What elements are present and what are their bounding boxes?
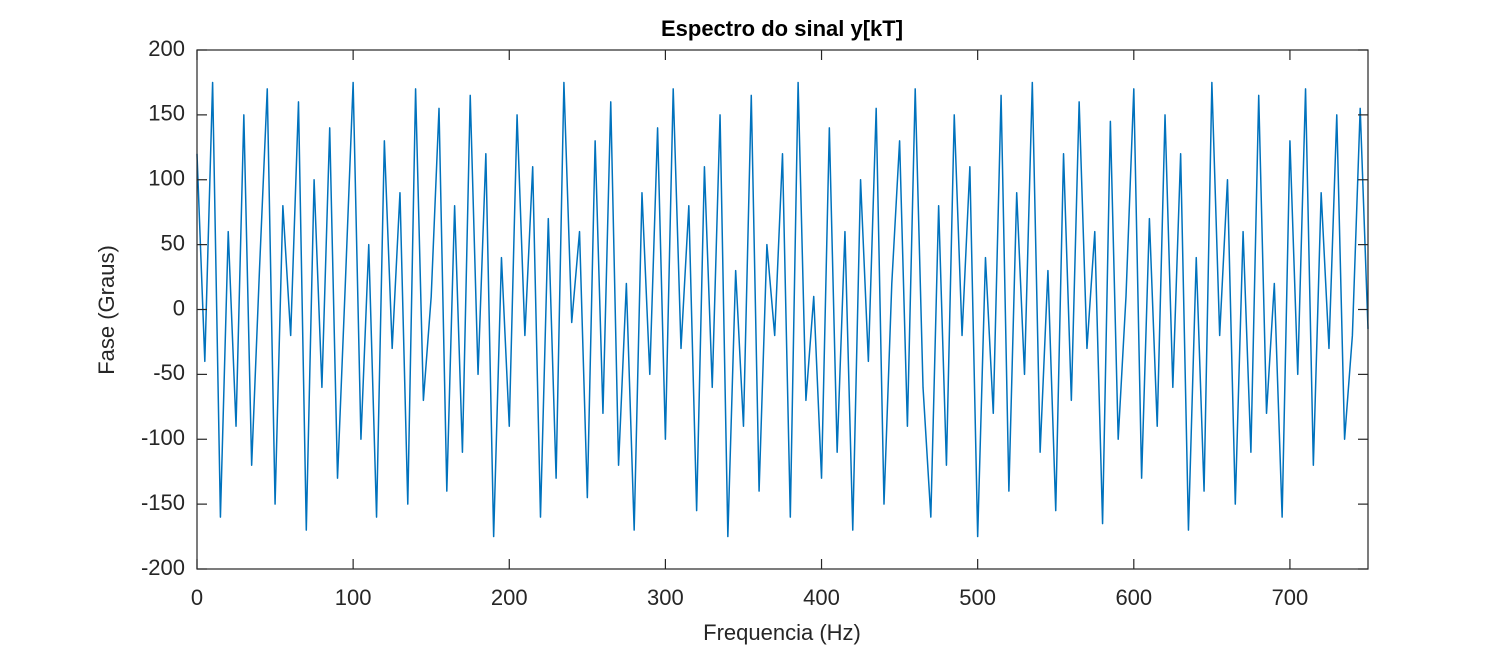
chart-title: Espectro do sinal y[kT] (661, 16, 903, 41)
x-tick-label: 500 (959, 585, 996, 610)
x-tick-label: 700 (1272, 585, 1309, 610)
x-tick-label: 600 (1115, 585, 1152, 610)
x-tick-label: 300 (647, 585, 684, 610)
y-tick-label: -150 (141, 490, 185, 515)
y-tick-label: 150 (148, 101, 185, 126)
y-tick-label: -100 (141, 425, 185, 450)
y-axis-label: Fase (Graus) (94, 245, 119, 375)
y-tick-label: 200 (148, 36, 185, 61)
y-tick-label: -200 (141, 555, 185, 580)
y-tick-label: 0 (173, 295, 185, 320)
y-tick-label: 100 (148, 166, 185, 191)
plot-frame (196, 49, 1369, 570)
x-axis-label: Frequencia (Hz) (703, 620, 861, 645)
data-line (196, 81, 1369, 538)
x-tick-label: 400 (803, 585, 840, 610)
x-tick-label: 200 (491, 585, 528, 610)
y-tick-label: -50 (153, 360, 185, 385)
x-tick-label: 0 (191, 585, 203, 610)
x-tick-label: 100 (335, 585, 372, 610)
y-tick-label: 50 (161, 230, 185, 255)
